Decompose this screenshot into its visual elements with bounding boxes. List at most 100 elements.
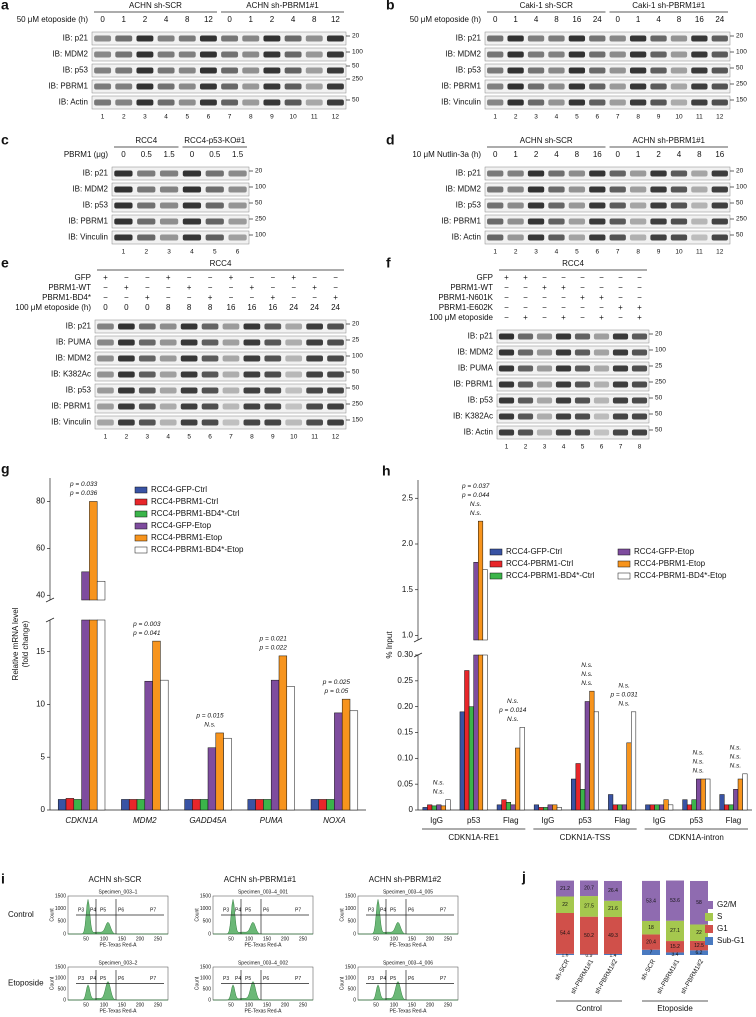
band (548, 186, 565, 193)
band (568, 202, 586, 209)
band (631, 349, 648, 356)
band (159, 355, 177, 362)
band (114, 218, 133, 225)
condition-value: − (229, 283, 234, 292)
condition-value: − (580, 303, 585, 312)
band (555, 349, 572, 356)
value-label: 22 (696, 930, 702, 936)
column-label: ACHN sh-PBRM1#2 (369, 875, 442, 884)
legend-label: RCC4-PBRM1-Ctrl (151, 497, 218, 506)
condition-value: − (561, 273, 566, 282)
band (137, 202, 156, 209)
band (178, 67, 196, 74)
band (264, 339, 282, 346)
bar (431, 805, 437, 811)
y-tick-label: 0 (353, 931, 356, 937)
band (612, 333, 629, 340)
condition-value: 8 (166, 303, 171, 312)
condition-value: 4 (677, 150, 682, 159)
band (327, 355, 344, 362)
bar (533, 804, 539, 811)
lane-number: 8 (250, 434, 254, 441)
blot-label: IB: MDM2 (55, 354, 91, 363)
band (182, 202, 202, 209)
histogram (68, 899, 168, 935)
lane-number: 3 (534, 114, 538, 121)
legend-label: RCC4-PBRM1-BD4*-Etop (634, 571, 727, 580)
condition-value: − (208, 283, 213, 292)
condition-value: + (523, 313, 528, 322)
gate-label: P7 (440, 976, 446, 982)
significance: N.s. (730, 754, 742, 761)
band (306, 371, 323, 378)
band (574, 413, 591, 420)
band (536, 429, 553, 436)
bar-segment (666, 941, 684, 953)
x-tick-label: 200 (136, 936, 145, 942)
legend-label: Sub-G1 (717, 936, 745, 945)
band (115, 67, 133, 74)
bar (612, 804, 618, 811)
bar-segment (580, 954, 598, 955)
band (507, 99, 524, 106)
legend-swatch (134, 510, 148, 518)
value-label: 6.2 (696, 950, 703, 956)
bar (538, 807, 544, 811)
band (264, 403, 282, 410)
blot-label: IB: K382Ac (453, 412, 493, 421)
marker-label: 100 (255, 232, 266, 239)
value-label: 3.4 (672, 952, 679, 958)
band (264, 419, 282, 426)
band (180, 387, 198, 394)
bar-segment (604, 953, 622, 955)
band (199, 51, 217, 58)
bar (136, 799, 146, 811)
band (285, 387, 303, 394)
value-label: 27.5 (584, 904, 594, 910)
blot-label: IB: p53 (468, 396, 494, 405)
lane-number: 6 (207, 114, 211, 121)
band (650, 83, 667, 90)
band (536, 349, 553, 356)
condition-value: 1 (122, 15, 127, 24)
band (306, 387, 323, 394)
significance: p = 0.041 (132, 630, 161, 637)
band (327, 387, 344, 394)
y-axis-label: Count (49, 976, 55, 990)
gate-label: P5 (390, 976, 396, 982)
condition-value: − (542, 303, 547, 312)
bar-segment (580, 880, 598, 897)
band (263, 99, 281, 106)
bar (575, 763, 581, 811)
marker-label: 100 (352, 353, 363, 360)
blot (496, 425, 650, 440)
bar (215, 732, 224, 811)
significance: N.s. (730, 745, 742, 752)
blot-label: IB: PBRM1 (68, 217, 108, 226)
band (593, 413, 610, 420)
lane-number: 1 (104, 434, 108, 441)
legend-label: RCC4-PBRM1-Etop (634, 559, 706, 568)
marker-label: 100 (655, 347, 666, 354)
band (285, 419, 303, 426)
x-tick-label: 100 (245, 1002, 254, 1008)
lane-number: 9 (657, 249, 661, 256)
legend-label: RCC4-PBRM1-Etop (151, 533, 223, 542)
band (221, 51, 239, 58)
legend-label: S (717, 912, 722, 921)
band (568, 67, 586, 74)
band (138, 419, 156, 426)
bar (663, 799, 669, 811)
band (711, 99, 728, 106)
condition-value: 4 (534, 15, 539, 24)
value-label: 53.4 (646, 898, 656, 904)
band (178, 51, 196, 58)
y-tick-label: 1500 (345, 893, 356, 899)
condition-value: + (250, 283, 255, 292)
value-label: 21.6 (608, 906, 618, 912)
y-tick-label: 500 (348, 986, 357, 992)
value-label: 12.5 (694, 943, 704, 949)
condition-value: 8 (187, 303, 192, 312)
band (498, 429, 515, 436)
